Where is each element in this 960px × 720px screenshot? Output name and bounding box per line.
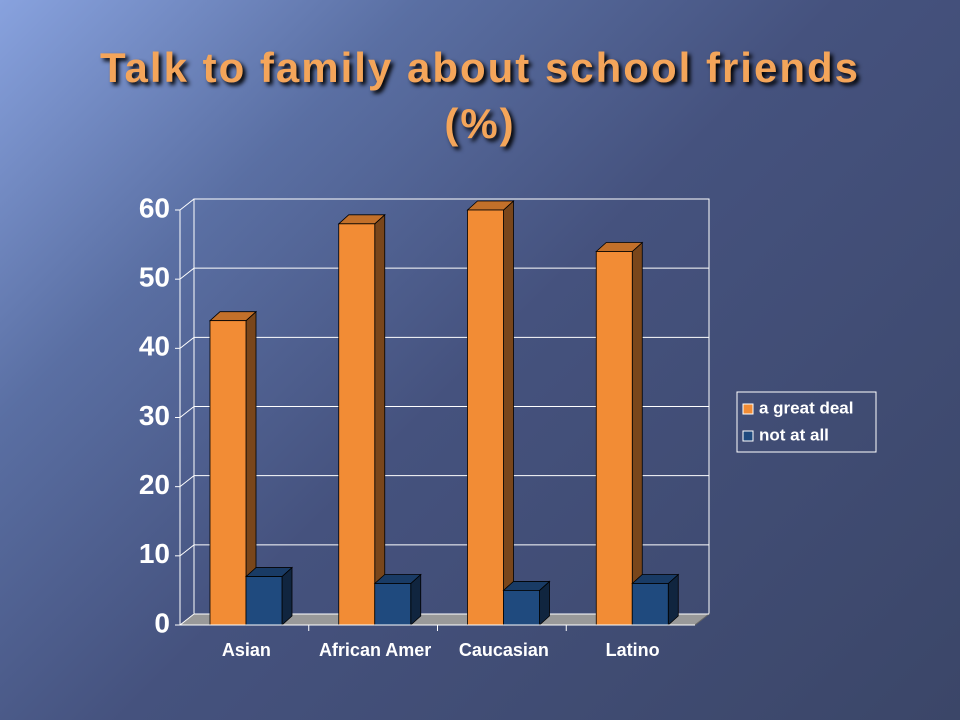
y-tick-label: 20 — [139, 469, 170, 500]
legend-swatch — [742, 403, 754, 415]
y-tick-label: 40 — [139, 331, 170, 362]
y-tick-label: 60 — [139, 192, 170, 223]
grid-line — [179, 198, 195, 211]
bar — [374, 583, 412, 626]
y-tick-label: 30 — [139, 400, 170, 431]
grid-line — [179, 406, 195, 418]
bar — [595, 251, 633, 626]
x-tick-label: Caucasian — [459, 640, 549, 660]
bar-side — [374, 213, 386, 626]
bar — [503, 590, 540, 626]
y-tick-label: 0 — [154, 607, 170, 638]
bar-side — [503, 200, 514, 626]
bar-side — [631, 241, 643, 626]
legend-label: not at all — [759, 425, 829, 444]
bar — [245, 576, 283, 626]
grid-line — [179, 475, 195, 488]
grid-line — [179, 267, 195, 280]
grid-line — [179, 544, 195, 557]
grid-line — [179, 336, 195, 349]
x-tick-label: Latino — [606, 640, 660, 660]
bar — [631, 583, 669, 626]
chart-title: Talk to family about school friends (%) — [100, 44, 860, 147]
legend-label: a great deal — [759, 398, 854, 417]
x-tick-label: Asian — [222, 640, 271, 660]
bar — [209, 320, 247, 626]
bar-side — [281, 566, 293, 626]
x-tick-label: African Amer — [319, 640, 431, 660]
y-tick-label: 50 — [139, 262, 170, 293]
legend-box — [736, 391, 877, 453]
legend-swatch — [742, 430, 754, 442]
grid-line — [179, 613, 195, 626]
bar — [467, 209, 504, 626]
y-tick-label: 10 — [139, 538, 170, 569]
bar — [338, 223, 376, 626]
